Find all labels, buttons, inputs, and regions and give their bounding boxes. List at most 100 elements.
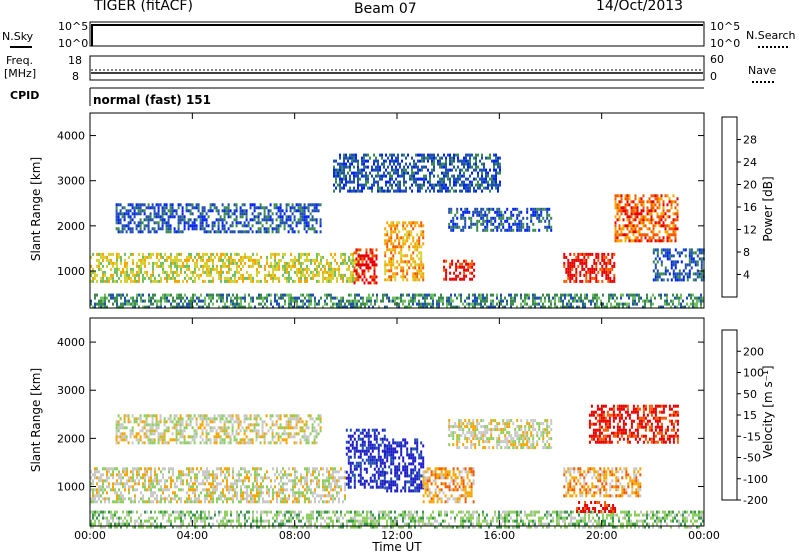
power-cell	[668, 239, 671, 243]
power-cell	[457, 153, 459, 157]
velocity-cell	[282, 488, 284, 492]
velocity-cell	[326, 470, 328, 474]
power-cell	[421, 156, 423, 160]
power-cell	[242, 255, 244, 259]
power-cell	[224, 279, 226, 283]
power-cell	[548, 305, 550, 309]
power-cell	[486, 216, 489, 220]
power-cell	[377, 183, 379, 187]
power-cell	[141, 209, 144, 213]
power-cell	[345, 177, 347, 181]
power-cell	[180, 258, 182, 262]
velocity-cell	[363, 428, 366, 432]
power-cell	[414, 242, 417, 246]
power-cell	[338, 299, 340, 303]
power-cell	[566, 305, 568, 309]
power-cell	[516, 293, 518, 297]
power-cell	[372, 293, 374, 297]
power-cell	[170, 305, 172, 309]
power-cell	[449, 153, 451, 157]
power-cell	[159, 203, 162, 207]
power-cell	[573, 273, 576, 277]
power-cell	[278, 252, 280, 256]
power-cell	[264, 276, 266, 280]
power-cell	[345, 153, 347, 157]
power-cell	[375, 257, 378, 261]
power-cell	[356, 293, 358, 297]
power-cell	[467, 153, 469, 157]
power-cell	[172, 296, 174, 300]
power-cell	[638, 227, 641, 231]
power-cell	[648, 221, 651, 225]
velocity-cell	[252, 500, 254, 504]
power-cell	[696, 302, 698, 306]
power-cell	[674, 233, 677, 237]
velocity-cell	[242, 482, 244, 486]
power-cell	[408, 266, 411, 270]
velocity-cell	[188, 485, 190, 489]
power-cell	[654, 272, 657, 276]
power-cell	[210, 299, 212, 303]
power-cell	[228, 305, 230, 309]
power-cell	[568, 305, 570, 309]
power-cell	[402, 266, 405, 270]
power-cell	[672, 275, 675, 279]
power-cell	[108, 293, 110, 297]
power-cell	[550, 228, 553, 232]
power-cell	[420, 263, 423, 267]
power-cell	[211, 203, 214, 207]
power-cell	[343, 183, 345, 187]
power-cell	[302, 270, 304, 274]
power-cell	[161, 224, 164, 228]
power-cell	[298, 261, 300, 265]
velocity-cell	[142, 485, 144, 489]
power-cell	[373, 278, 376, 282]
power-cell	[386, 233, 389, 237]
power-cell	[399, 183, 401, 187]
power-cell	[166, 270, 168, 274]
power-cell	[526, 296, 528, 300]
power-cell	[90, 302, 92, 306]
power-cell	[462, 225, 465, 229]
power-cell	[398, 221, 401, 225]
power-cell	[601, 255, 604, 259]
power-cell	[374, 299, 376, 303]
power-cell	[433, 165, 435, 169]
power-cell	[576, 293, 578, 297]
power-cell	[304, 276, 306, 280]
power-cell	[558, 299, 560, 303]
velocity-cell	[206, 497, 208, 501]
power-cell	[322, 270, 324, 274]
power-cell	[421, 186, 423, 190]
power-cell	[282, 267, 284, 271]
power-cell	[388, 296, 390, 300]
power-cell	[357, 171, 359, 175]
power-cell	[197, 206, 200, 210]
power-cell	[506, 219, 509, 223]
power-cell	[208, 255, 210, 259]
power-cell	[449, 162, 451, 166]
power-cell	[430, 305, 432, 309]
power-cell	[141, 203, 144, 207]
power-cell	[412, 296, 414, 300]
power-cell	[234, 302, 236, 306]
power-cell	[628, 221, 631, 225]
power-cell	[157, 221, 160, 225]
power-cell	[408, 293, 410, 297]
power-cell	[605, 270, 608, 274]
velocity-cell	[212, 485, 214, 489]
power-cell	[155, 212, 158, 216]
power-cell	[206, 273, 208, 277]
power-cell	[640, 209, 643, 213]
velocity-cell	[100, 485, 102, 489]
power-cell	[322, 264, 324, 268]
power-cell	[666, 251, 669, 255]
velocity-cell	[136, 467, 138, 471]
power-cell	[548, 293, 550, 297]
power-cell	[361, 269, 364, 273]
power-cell	[456, 305, 458, 309]
power-cell	[259, 212, 262, 216]
power-cell	[215, 206, 218, 210]
power-cell	[481, 153, 483, 157]
power-cell	[174, 276, 176, 280]
